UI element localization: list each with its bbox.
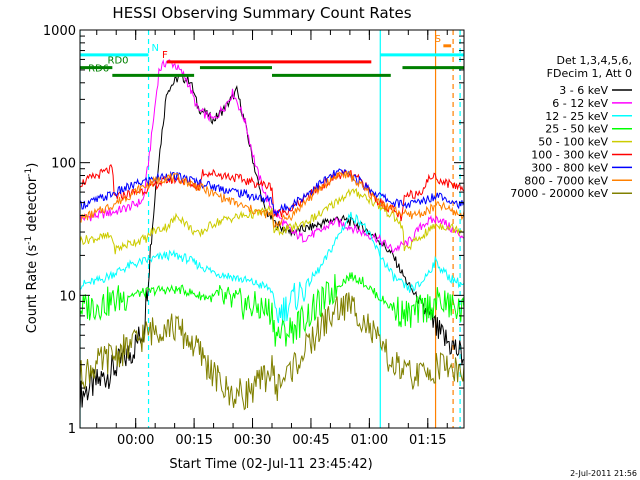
y-tick-label-1: 10 xyxy=(59,289,76,304)
legend-label-4: 50 - 100 keV xyxy=(538,136,608,149)
series-line-7 xyxy=(80,170,464,229)
series-line-6 xyxy=(80,168,464,216)
y-tick-label-0: 1 xyxy=(68,422,76,437)
legend-label-5: 100 - 300 keV xyxy=(531,149,608,162)
x-axis-label: Start Time (02-Jul-11 23:45:42) xyxy=(169,457,372,472)
legend-label-6: 300 - 800 keV xyxy=(531,161,608,174)
legend-label-2: 12 - 25 keV xyxy=(545,110,608,123)
annotation-4: S xyxy=(435,34,441,45)
series-line-4 xyxy=(80,187,464,255)
y-axis-label-main: Count Rate (s xyxy=(25,245,40,334)
annotation-2: RD0 xyxy=(108,56,129,67)
series-line-3 xyxy=(80,272,464,347)
annotation-3: RD6 xyxy=(88,63,109,74)
x-tick-label-2: 00:30 xyxy=(234,433,271,448)
y-axis-label-mid: detector xyxy=(25,176,40,236)
chart-title: HESSI Observing Summary Count Rates xyxy=(112,4,411,22)
series-line-2 xyxy=(80,211,464,326)
y-axis-label-sup1: -1 xyxy=(24,236,34,245)
legend-label-3: 25 - 50 keV xyxy=(545,123,608,136)
x-tick-label-0: 00:00 xyxy=(117,433,154,448)
series-line-0 xyxy=(80,72,464,411)
y-axis-label-sup2: -1 xyxy=(24,168,34,177)
axes: 1 10 100 1000 00:00 00:15 00:30 00:45 01:00 01:15 xyxy=(43,24,465,448)
y-tick-label-3: 1000 xyxy=(43,24,76,39)
annotation-1: F xyxy=(162,50,168,61)
legend: Det 1,3,4,5,6, FDecim 1, Att 0 3 - 6 keV… xyxy=(510,54,632,200)
y-tick-label-2: 100 xyxy=(51,157,76,172)
series-line-8 xyxy=(80,292,464,411)
legend-label-1: 6 - 12 keV xyxy=(552,97,608,110)
x-tick-label-3: 00:45 xyxy=(292,433,329,448)
legend-header-line-1: Det 1,3,4,5,6, xyxy=(556,54,632,67)
y-axis-label-end: ) xyxy=(25,163,40,168)
legend-label-8: 7000 - 20000 keV xyxy=(510,187,608,200)
x-tick-label-4: 01:00 xyxy=(351,433,388,448)
annotation-0: N xyxy=(152,43,159,54)
y-axis-label: Count Rate (s-1 detector-1) xyxy=(24,163,40,334)
legend-label-7: 800 - 7000 keV xyxy=(524,174,608,187)
legend-label-0: 3 - 6 keV xyxy=(559,84,608,97)
footer-timestamp: 2-Jul-2011 21:56 xyxy=(570,469,637,478)
x-tick-label-5: 01:15 xyxy=(409,433,446,448)
x-tick-label-1: 00:15 xyxy=(175,433,212,448)
legend-header-line-2: FDecim 1, Att 0 xyxy=(547,67,632,80)
